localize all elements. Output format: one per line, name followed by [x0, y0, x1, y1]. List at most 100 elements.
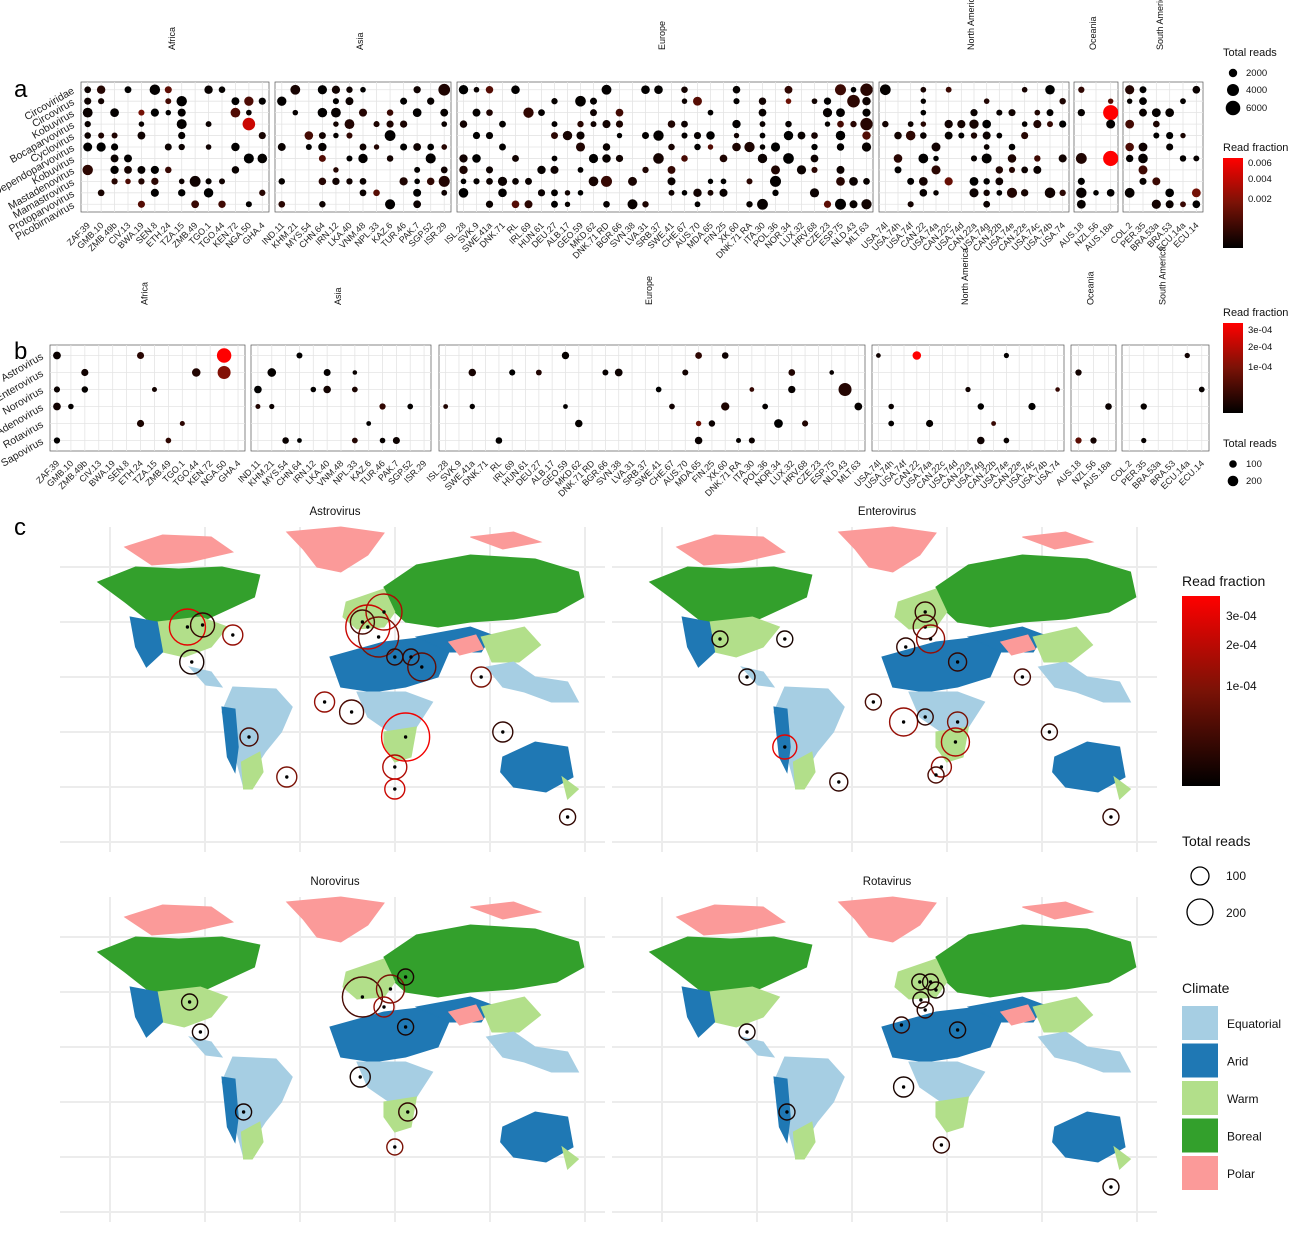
- site-dot: [501, 730, 505, 734]
- climate-region-boreal: [935, 554, 1137, 628]
- climate-region-arid: [881, 1006, 1002, 1063]
- data-point: [1166, 143, 1174, 151]
- site-dot: [393, 655, 397, 659]
- data-point: [969, 188, 979, 198]
- data-point: [399, 177, 408, 186]
- data-point: [137, 351, 145, 360]
- data-point: [472, 154, 481, 163]
- data-point: [217, 365, 231, 380]
- data-point: [920, 121, 927, 127]
- site-ring: [313, 691, 336, 713]
- data-point: [1034, 155, 1041, 162]
- panel-c-maps: Astrovirus Enterovirus Norovirus Rotavirus: [60, 506, 1157, 1222]
- data-point: [400, 143, 408, 151]
- data-point: [485, 131, 494, 140]
- site-dot: [388, 987, 393, 991]
- data-point: [758, 108, 767, 117]
- landmass-group: [96, 896, 585, 1170]
- data-point: [762, 403, 769, 410]
- data-point: [1033, 165, 1042, 174]
- data-point: [413, 143, 422, 151]
- climate-region-polar: [837, 896, 937, 943]
- data-point: [1192, 85, 1201, 94]
- site-ring: [386, 1138, 404, 1156]
- data-point: [498, 188, 507, 198]
- data-point: [346, 132, 353, 139]
- data-point: [82, 164, 93, 176]
- site-dot: [247, 735, 251, 739]
- data-point: [1179, 155, 1187, 162]
- data-point: [757, 198, 768, 210]
- color-legend-tick: 2e-04: [1248, 342, 1272, 353]
- data-point: [178, 131, 186, 140]
- data-point: [746, 178, 753, 185]
- data-point: [379, 403, 386, 410]
- climate-region-arid: [1052, 1111, 1126, 1163]
- site-ring: [892, 1016, 911, 1034]
- site-dot: [393, 1145, 397, 1149]
- data-point: [305, 144, 312, 150]
- site-ring: [738, 1023, 756, 1041]
- panel-c-color-legend: Read fraction 3e-04 2e-04 1e-04: [1182, 573, 1265, 786]
- data-point: [824, 121, 831, 127]
- data-point: [562, 130, 573, 141]
- data-point: [150, 165, 159, 174]
- data-point: [668, 143, 675, 151]
- data-point: [441, 121, 448, 127]
- site-ring: [1102, 1178, 1120, 1196]
- data-point: [1093, 190, 1099, 196]
- data-point: [511, 200, 520, 209]
- data-point: [124, 166, 132, 174]
- data-point: [785, 120, 792, 128]
- site-dot: [358, 1075, 362, 1079]
- climate-region-equatorial: [485, 1031, 580, 1073]
- data-point: [769, 175, 782, 187]
- data-point: [81, 386, 89, 393]
- climate-region-polar: [123, 534, 235, 566]
- data-point: [137, 131, 146, 140]
- data-point: [189, 175, 201, 187]
- color-legend-tick: 2e-04: [1226, 638, 1257, 652]
- data-point: [258, 97, 266, 105]
- data-point: [138, 121, 145, 127]
- site-ring: [738, 668, 756, 686]
- climate-region-warm: [1032, 996, 1094, 1033]
- data-point: [333, 121, 339, 127]
- site-dot: [360, 995, 365, 999]
- data-point: [538, 109, 545, 117]
- data-point: [969, 119, 979, 129]
- data-point: [588, 176, 599, 187]
- site-ring: [222, 624, 244, 646]
- data-point: [1021, 86, 1028, 93]
- size-legend-label: 6000: [1246, 103, 1267, 114]
- data-point: [246, 109, 252, 116]
- site-dot: [1020, 675, 1025, 679]
- data-point: [1047, 121, 1053, 128]
- climate-region-arid: [129, 986, 164, 1038]
- climate-region-polar: [1022, 531, 1095, 550]
- data-point: [933, 155, 939, 162]
- site-dot: [366, 625, 370, 629]
- data-point: [615, 108, 624, 117]
- data-point: [667, 165, 676, 174]
- data-point: [1126, 98, 1133, 104]
- data-point: [838, 382, 852, 397]
- site-ring: [946, 711, 969, 733]
- climate-region-polar: [285, 526, 385, 573]
- data-point: [681, 132, 688, 139]
- data-point: [575, 142, 586, 152]
- data-point: [1033, 120, 1042, 129]
- data-point: [995, 166, 1004, 174]
- data-point: [707, 189, 714, 196]
- data-point: [399, 120, 408, 128]
- data-point: [386, 155, 394, 162]
- data-point: [575, 95, 586, 107]
- data-point: [204, 85, 213, 94]
- size-legend-ring-large: [1186, 898, 1214, 926]
- size-legend-dot-small: [1228, 68, 1238, 78]
- climate-label: Warm: [1227, 1092, 1259, 1106]
- data-point: [165, 109, 172, 116]
- data-point: [669, 403, 675, 410]
- data-point: [499, 120, 506, 128]
- data-point: [359, 143, 367, 151]
